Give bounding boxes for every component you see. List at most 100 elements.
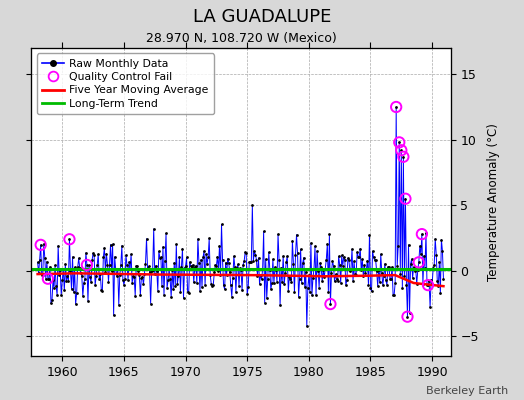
Point [419, 281, 427, 287]
Point [204, 254, 212, 260]
Point [198, 284, 206, 291]
Point [59, 266, 68, 272]
Point [252, 256, 260, 263]
Point [332, 276, 341, 282]
Point [219, 257, 227, 263]
Point [98, 288, 106, 294]
Point [199, 254, 207, 260]
Point [107, 268, 116, 275]
Point [398, 285, 407, 291]
Point [418, 231, 426, 237]
Point [414, 259, 423, 266]
Point [301, 284, 309, 290]
Point [245, 259, 254, 265]
Point [236, 265, 244, 271]
Point [352, 271, 361, 278]
Point [363, 258, 372, 264]
Point [54, 243, 62, 249]
Point [55, 272, 63, 278]
Point [275, 257, 283, 263]
Point [435, 259, 443, 266]
Point [317, 264, 325, 271]
Point [130, 274, 138, 281]
Point [82, 250, 90, 256]
Point [133, 263, 141, 270]
Point [135, 272, 144, 278]
Point [329, 263, 337, 269]
Point [118, 242, 126, 249]
Point [200, 248, 208, 254]
Point [321, 266, 330, 272]
Point [412, 281, 421, 287]
Point [413, 267, 422, 274]
Point [308, 292, 316, 298]
Point [418, 231, 426, 237]
Point [117, 262, 125, 268]
Point [105, 262, 114, 268]
Point [124, 277, 132, 283]
Point [192, 263, 200, 269]
Point [276, 302, 285, 308]
Point [376, 279, 384, 286]
Point [361, 270, 369, 276]
Point [292, 232, 301, 238]
Point [116, 271, 124, 278]
Point [263, 295, 271, 302]
Point [94, 251, 102, 257]
Point [323, 240, 332, 247]
Point [127, 251, 135, 258]
Point [329, 258, 337, 264]
Point [297, 246, 305, 252]
Point [70, 264, 79, 270]
Point [148, 266, 157, 273]
Point [207, 280, 215, 287]
Point [417, 251, 425, 258]
Point [296, 276, 304, 282]
Point [335, 262, 344, 268]
Point [187, 262, 195, 269]
Point [157, 254, 165, 260]
Point [422, 230, 430, 237]
Point [239, 262, 247, 268]
Point [426, 304, 434, 310]
Point [282, 259, 290, 266]
Point [290, 289, 299, 296]
Point [80, 280, 88, 286]
Point [40, 241, 48, 247]
Point [85, 262, 93, 268]
Point [50, 285, 58, 291]
Point [274, 231, 282, 238]
Point [288, 238, 297, 244]
Point [265, 249, 273, 256]
Point [60, 287, 69, 294]
Point [35, 270, 43, 276]
Point [238, 287, 246, 294]
Point [66, 236, 74, 242]
Point [291, 252, 300, 258]
Point [84, 298, 92, 304]
Point [408, 274, 417, 281]
Point [312, 292, 320, 298]
Point [289, 261, 298, 267]
Point [164, 277, 172, 284]
Point [212, 263, 221, 269]
Point [144, 265, 152, 271]
Point [334, 253, 343, 260]
Point [287, 279, 296, 285]
Point [273, 279, 281, 285]
Point [224, 256, 232, 262]
Point [196, 288, 204, 294]
Point [366, 285, 375, 291]
Point [251, 251, 259, 258]
Point [248, 202, 257, 208]
Point [46, 264, 54, 270]
Point [322, 256, 331, 263]
Point [210, 269, 219, 275]
Point [77, 270, 85, 276]
Point [220, 282, 228, 289]
Point [49, 277, 57, 284]
Point [140, 270, 149, 277]
Point [172, 241, 180, 248]
Point [286, 276, 294, 282]
Point [244, 284, 253, 290]
